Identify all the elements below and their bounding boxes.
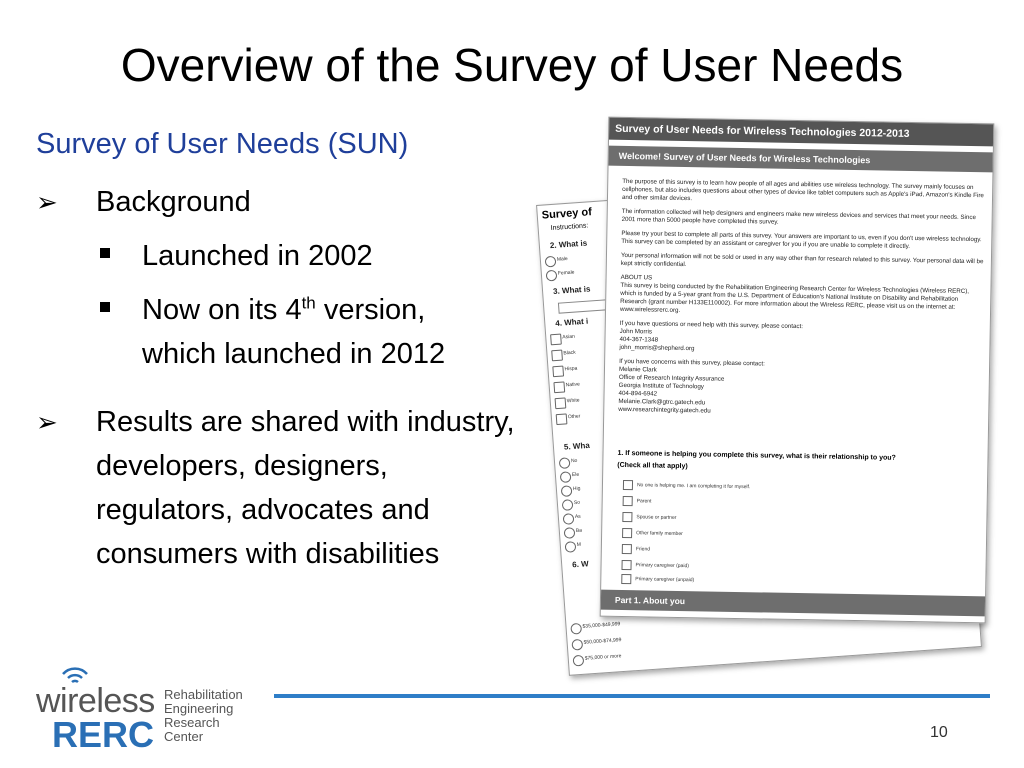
radio-option: $35,000-$49,999 — [582, 621, 621, 630]
subheading: Survey of User Needs (SUN) — [36, 128, 409, 160]
paragraph: Please try your best to complete all par… — [621, 229, 982, 250]
bullet-text: Background — [96, 186, 251, 218]
checkbox-option: Spouse or partner — [622, 514, 676, 521]
radio-option: So — [573, 499, 581, 507]
page-number: 10 — [930, 724, 948, 741]
instructions-label: Instructions: — [550, 222, 589, 233]
square-bullet-icon — [100, 248, 110, 258]
paragraph: The information collected will help desi… — [621, 207, 976, 226]
arrow-bullet-icon: ➢ — [36, 407, 58, 437]
checkbox-option: Primary caregiver (paid) — [622, 562, 689, 569]
wifi-signal-icon — [62, 667, 88, 684]
arrow-bullet-icon: ➢ — [36, 187, 58, 217]
sub-bullet-text: Now on its 4th version, which launched in… — [142, 293, 446, 370]
back-page-title: Survey of — [541, 206, 593, 222]
radio-option: Ba — [575, 527, 583, 535]
checkbox-option: Asian — [562, 333, 576, 341]
radio-option: As — [574, 513, 581, 521]
square-bullet-icon — [100, 302, 110, 312]
paragraph: Your personal information will not be so… — [620, 251, 984, 269]
survey-header: Survey of User Needs for Wireless Techno… — [608, 117, 994, 147]
footer-divider — [274, 694, 990, 698]
radio-option: Ele — [571, 471, 580, 479]
checkbox-option: Primary caregiver (unpaid) — [621, 576, 694, 583]
checkbox-option: Native — [565, 381, 581, 389]
question-3: 3. What is — [552, 284, 591, 297]
sub-bullet-text: Launched in 2002 — [142, 240, 373, 272]
logo-rerc-text: RERC — [52, 714, 155, 755]
radio-option: $50,000-$74,999 — [583, 637, 622, 646]
checkbox-option: Black — [563, 349, 576, 357]
question-2: 2. What is — [549, 238, 588, 251]
logo-wireless-text: wireless — [36, 682, 155, 720]
survey-page-front: Survey of User Needs for Wireless Techno… — [599, 116, 995, 624]
checkbox-option: Hispa — [564, 365, 578, 373]
radio-option: No — [570, 457, 578, 465]
question-4: 4. What i — [555, 316, 589, 328]
welcome-bar: Welcome! Survey of User Needs for Wirele… — [608, 145, 993, 173]
slide-title: Overview of the Survey of User Needs — [120, 39, 904, 91]
checkbox-option: Friend — [622, 546, 650, 552]
radio-option: Hig — [572, 485, 581, 493]
paragraph: The purpose of this survey is to learn h… — [621, 177, 984, 203]
checkbox-option: Other — [567, 413, 581, 421]
radio-option: Male — [556, 255, 568, 263]
intro-text: The purpose of this survey is to learn h… — [618, 178, 988, 420]
checkbox-option: White — [566, 397, 580, 405]
radio-option: $75,000 or more — [584, 653, 622, 662]
radio-option: M — [576, 541, 582, 548]
logo-subtitle: Rehabilitation Engineering Research Cent… — [164, 687, 243, 744]
question-6: 6. W — [571, 559, 589, 570]
checkbox-option: Parent — [623, 498, 652, 504]
question-1: 1. If someone is helping you complete th… — [617, 449, 896, 471]
bullet-text: Results are shared with industry, develo… — [96, 406, 515, 570]
radio-option: Female — [557, 269, 575, 277]
question-5: 5. Wha — [563, 440, 591, 452]
paragraph: This survey is being conducted by the Re… — [619, 281, 970, 314]
checkbox-option: Other family member — [622, 530, 683, 537]
part-1-bar: Part 1. About you — [600, 589, 986, 617]
checkbox-option: No one is helping me. I am completing it… — [623, 482, 750, 490]
